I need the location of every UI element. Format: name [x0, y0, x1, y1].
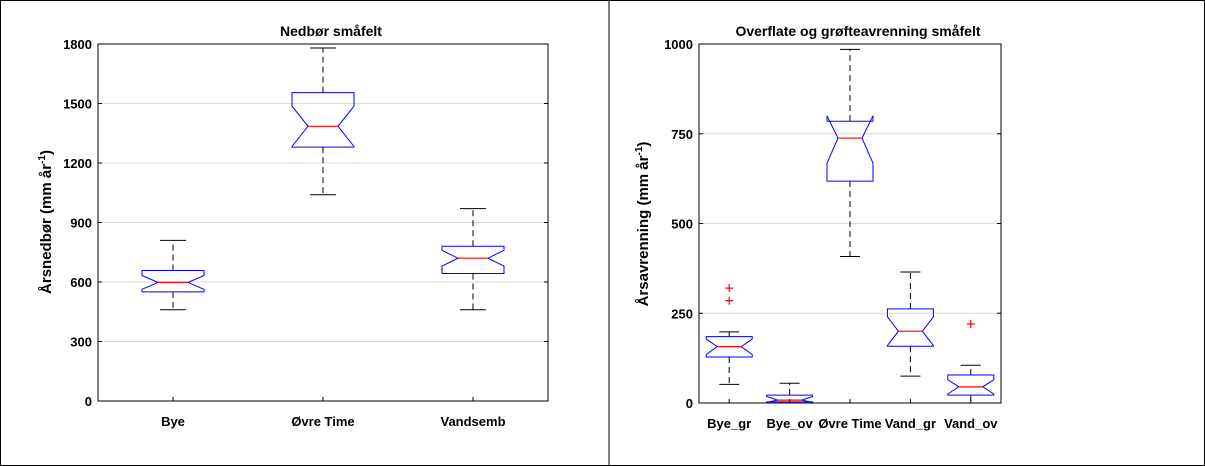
y-tick-label: 0 — [85, 394, 92, 409]
x-tick-label: Vandsemb — [440, 414, 505, 429]
box-Bye_ov — [766, 382, 814, 404]
y-tick-label: 1200 — [63, 156, 92, 171]
box-body — [141, 270, 205, 293]
y-tick-label: 600 — [70, 275, 92, 290]
y-tick-label: 900 — [70, 216, 92, 231]
y-axis-label-end: ) — [38, 150, 55, 155]
box-Vand_gr — [886, 271, 934, 377]
x-tick-label: Vand_gr — [885, 416, 936, 431]
y-tick-label: 1800 — [63, 37, 92, 52]
x-tick-label: Bye_gr — [707, 416, 751, 431]
y-axis-label: Årsnedbør (mm år-1) — [37, 150, 55, 294]
box-body — [826, 115, 874, 182]
x-tick-label: Øvre Time — [818, 416, 881, 431]
y-axis-label-main: Årsavrenning (mm år — [635, 155, 652, 306]
outlier-marker — [725, 284, 734, 293]
outlier-marker — [966, 320, 975, 329]
y-tick-label: 1500 — [63, 97, 92, 112]
box-Bye — [141, 239, 205, 311]
box-body — [441, 245, 505, 274]
y-tick-label: 300 — [70, 335, 92, 350]
x-tick-label: Bye — [161, 414, 185, 429]
y-tick-label: 0 — [686, 396, 693, 411]
x-tick-label: Bye_ov — [766, 416, 813, 431]
box-Bye_gr — [705, 284, 753, 385]
y-axis-label-superscript: -1 — [37, 155, 48, 164]
outlier-marker — [725, 296, 734, 305]
box-Vand_ov — [947, 320, 995, 404]
y-tick-label: 250 — [671, 306, 693, 321]
y-axis-label-end: ) — [635, 142, 652, 147]
box-body — [766, 394, 814, 403]
box-Vandsemb — [441, 208, 505, 311]
x-tick-label: Øvre Time — [291, 414, 354, 429]
box-Øvre Time — [291, 47, 355, 196]
chart-nedbor: Nedbør småfelt Årsnedbør (mm år-1) 0 300 6… — [37, 23, 549, 429]
box-Øvre Time — [826, 48, 874, 258]
box-body — [886, 308, 934, 347]
chart-title: Overflate og grøfteavrenning småfelt — [735, 23, 980, 39]
x-tick-label: Vand_ov — [944, 416, 998, 431]
y-axis-label-superscript: -1 — [634, 146, 645, 155]
y-tick-label: 1000 — [664, 37, 693, 52]
box-body — [705, 336, 753, 358]
y-axis-label: Årsavrenning (mm år-1) — [634, 142, 652, 307]
box-body — [291, 92, 355, 148]
chart-title: Nedbør småfelt — [280, 23, 382, 39]
chart-avrenning: Overflate og grøfteavrenning småfelt Års… — [634, 23, 1002, 431]
y-tick-label: 500 — [671, 217, 693, 232]
y-axis-label-main: Årsnedbør (mm år — [38, 164, 55, 294]
y-tick-label: 750 — [671, 127, 693, 142]
box-body — [947, 374, 995, 396]
